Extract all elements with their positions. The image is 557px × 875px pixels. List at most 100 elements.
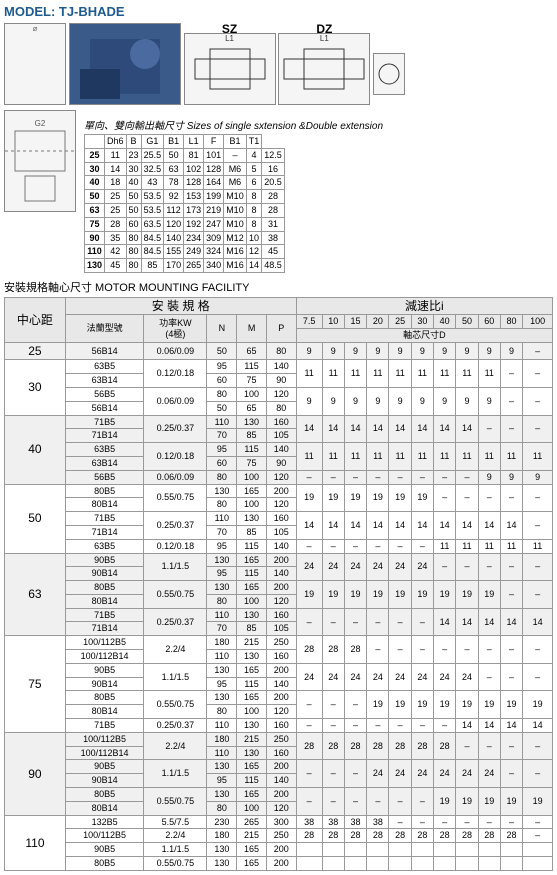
t1-cell: 23: [126, 148, 141, 162]
d-cell: 19: [322, 581, 344, 609]
t1-cell: 5: [246, 162, 262, 176]
kw-cell: 0.12/0.18: [144, 539, 207, 553]
d-cell: [434, 857, 456, 871]
hdr-install: 安 裝 規 格: [65, 297, 296, 314]
d-cell: 24: [367, 553, 389, 581]
d-cell: 28: [322, 829, 344, 843]
section2-title: 安裝規格軸心尺寸 MOTOR MOUNTING FACILITY: [4, 279, 553, 295]
d-cell: 19: [523, 788, 553, 816]
t1-cell: M6: [224, 162, 247, 176]
t1-cell: 80: [126, 259, 141, 273]
d-cell: –: [411, 719, 433, 733]
flange-cell: 90B5: [65, 553, 143, 567]
t1-cell: 80: [126, 245, 141, 259]
t1-header: G1: [141, 135, 164, 149]
nmp-cell: 80: [207, 470, 237, 484]
d-cell: –: [389, 788, 411, 816]
d-cell: 11: [478, 360, 500, 388]
d-cell: –: [411, 636, 433, 664]
hdr-ratio-col: 7.5: [296, 315, 322, 329]
d-cell: 28: [367, 732, 389, 760]
center-dist-cell: 30: [5, 360, 66, 415]
nmp-cell: 70: [207, 525, 237, 539]
nmp-cell: 90: [266, 374, 296, 388]
d-cell: 9: [344, 387, 366, 415]
d-cell: [500, 843, 522, 857]
flange-cell: 80B14: [65, 705, 143, 719]
hdr-center-dist: 中心距: [5, 297, 66, 342]
center-dist-cell: 63: [5, 553, 66, 636]
d-cell: 19: [456, 581, 478, 609]
nmp-cell: 95: [207, 774, 237, 788]
d-cell: 24: [322, 663, 344, 691]
kw-cell: 0.55/0.75: [144, 581, 207, 609]
t1-cell: 102: [184, 162, 204, 176]
d-cell: 14: [478, 608, 500, 636]
d-cell: [523, 857, 553, 871]
d-cell: 9: [322, 387, 344, 415]
d-cell: [411, 857, 433, 871]
nmp-cell: 65: [237, 401, 267, 415]
d-cell: 24: [344, 553, 366, 581]
nmp-cell: 215: [237, 829, 267, 843]
d-cell: [322, 857, 344, 871]
t1-cell: 28: [105, 217, 127, 231]
t1-cell: M16: [224, 259, 247, 273]
nmp-cell: 130: [207, 843, 237, 857]
nmp-cell: 160: [266, 415, 296, 429]
d-cell: 19: [322, 484, 344, 512]
t1-cell: 4: [246, 148, 262, 162]
d-cell: 9: [296, 342, 322, 359]
t1-cell: 14: [246, 259, 262, 273]
t1-cell: 25: [85, 148, 105, 162]
t1-cell: M16: [224, 245, 247, 259]
d-cell: 28: [389, 829, 411, 843]
flange-cell: 80B5: [65, 581, 143, 595]
t1-cell: 63: [164, 162, 184, 176]
t1-cell: 153: [184, 190, 204, 204]
d-cell: 9: [500, 342, 522, 359]
nmp-cell: 80: [207, 498, 237, 512]
t1-header: B1: [164, 135, 184, 149]
d-cell: –: [389, 815, 411, 829]
d-cell: 14: [456, 719, 478, 733]
flange-cell: 80B14: [65, 594, 143, 608]
center-dist-cell: 90: [5, 732, 66, 815]
t1-cell: 45: [262, 245, 285, 259]
d-cell: –: [344, 539, 366, 553]
d-cell: 28: [478, 829, 500, 843]
d-cell: –: [478, 484, 500, 512]
kw-cell: 2.2/4: [144, 732, 207, 760]
t1-cell: M6: [224, 176, 247, 190]
d-cell: 24: [367, 760, 389, 788]
nmp-cell: 160: [266, 608, 296, 622]
d-cell: 24: [389, 760, 411, 788]
flange-cell: 71B5: [65, 512, 143, 526]
d-cell: 9: [478, 387, 500, 415]
hdr-h_p: P: [266, 315, 296, 343]
nmp-cell: 250: [266, 732, 296, 746]
flange-cell: 80B5: [65, 484, 143, 498]
d-cell: –: [296, 539, 322, 553]
t1-cell: 112: [164, 203, 184, 217]
kw-cell: 1.1/1.5: [144, 760, 207, 788]
d-cell: –: [456, 484, 478, 512]
kw-cell: 0.06/0.09: [144, 470, 207, 484]
d-cell: –: [367, 719, 389, 733]
flange-cell: 90B14: [65, 677, 143, 691]
d-cell: –: [456, 815, 478, 829]
d-cell: 24: [296, 553, 322, 581]
d-cell: 28: [434, 829, 456, 843]
nmp-cell: 200: [266, 760, 296, 774]
d-cell: [296, 843, 322, 857]
center-dist-cell: 75: [5, 636, 66, 733]
d-cell: –: [500, 815, 522, 829]
d-cell: 24: [296, 663, 322, 691]
t1-cell: 25.5: [141, 148, 164, 162]
d-cell: 14: [367, 512, 389, 540]
d-cell: 9: [434, 342, 456, 359]
nmp-cell: 95: [207, 443, 237, 457]
t1-cell: 249: [184, 245, 204, 259]
d-cell: 14: [500, 719, 522, 733]
t1-cell: M12: [224, 231, 247, 245]
